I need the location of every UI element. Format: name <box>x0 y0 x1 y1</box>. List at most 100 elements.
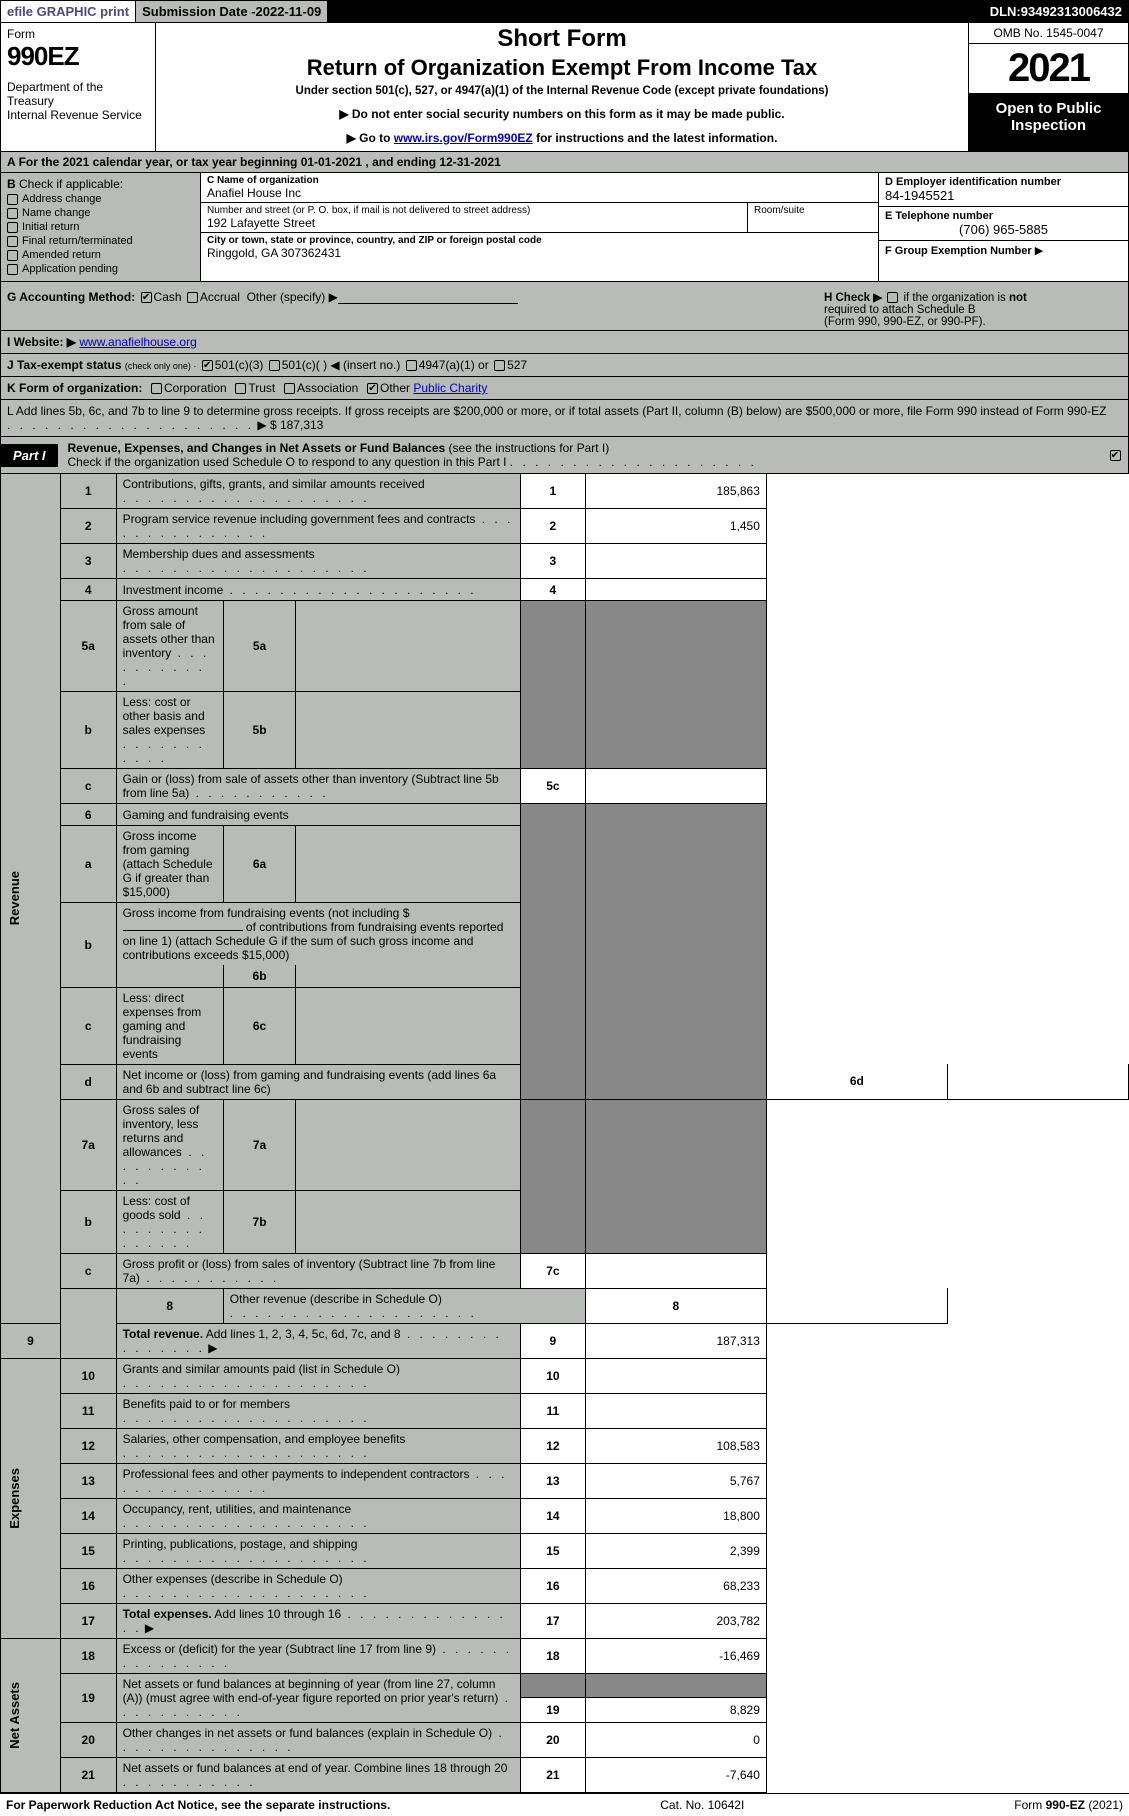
line-val: -16,469 <box>585 1638 766 1673</box>
row-a-text: For the 2021 calendar year, or tax year … <box>19 155 501 169</box>
section-b-letter: B <box>7 177 16 191</box>
cb-h[interactable] <box>887 292 898 303</box>
line-val: 187,313 <box>585 1323 766 1358</box>
room-cell: Room/suite <box>748 203 878 232</box>
line-num: b <box>60 1190 116 1253</box>
irs-link[interactable]: www.irs.gov/Form990EZ <box>394 131 533 145</box>
grey-cell <box>520 804 585 1100</box>
cb-address-change[interactable]: Address change <box>7 193 194 205</box>
j-label: J Tax-exempt status <box>7 358 122 372</box>
part-1-desc: Revenue, Expenses, and Changes in Net As… <box>58 437 1102 473</box>
line-desc: Gross sales of inventory, less returns a… <box>116 1099 223 1190</box>
cb-amended-return[interactable]: Amended return <box>7 249 194 261</box>
line-desc-text2: Add lines 1, 2, 3, 4, 5c, 6d, 7c, and 8 <box>203 1327 400 1341</box>
cb-label: Initial return <box>22 221 79 233</box>
page-footer: For Paperwork Reduction Act Notice, see … <box>0 1793 1129 1816</box>
side-netassets: Net Assets <box>1 1638 61 1792</box>
section-h-post: if the organization is <box>903 292 1008 304</box>
website-link[interactable]: www.anafielhouse.org <box>79 335 196 349</box>
footer-right-pre: Form <box>1014 1798 1045 1812</box>
dln: DLN: 93492313006432 <box>984 1 1128 22</box>
cb-final-return[interactable]: Final return/terminated <box>7 235 194 247</box>
form-header: Form 990EZ Department of the Treasury In… <box>0 23 1129 151</box>
line-desc: Membership dues and assessments <box>116 544 520 579</box>
line-num: 10 <box>60 1358 116 1393</box>
line-col: 7c <box>520 1253 585 1288</box>
dots <box>123 561 370 575</box>
section-h-line2: required to attach Schedule B <box>824 304 976 316</box>
table-row: 5a Gross amount from sale of assets othe… <box>1 601 1129 692</box>
cb-4947[interactable] <box>406 360 417 371</box>
line-val: -7,640 <box>585 1757 766 1792</box>
line-desc: Program service revenue including govern… <box>116 509 520 544</box>
line-desc: Investment income <box>116 579 520 601</box>
org-name: Anafiel House Inc <box>207 186 872 200</box>
line-val <box>585 1253 766 1288</box>
info-block: B Check if applicable: Address change Na… <box>0 173 1129 281</box>
section-c: C Name of organization Anafiel House Inc… <box>201 173 878 281</box>
line-desc: Printing, publications, postage, and shi… <box>116 1533 520 1568</box>
cb-application-pending[interactable]: Application pending <box>7 263 194 275</box>
side-expenses-label: Expenses <box>7 1468 22 1529</box>
line-desc: Less: cost or other basis and sales expe… <box>116 692 223 769</box>
line-col: 3 <box>520 544 585 579</box>
header-center: Short Form Return of Organization Exempt… <box>156 23 968 151</box>
cb-assoc[interactable] <box>284 383 295 394</box>
line-desc: Salaries, other compensation, and employ… <box>116 1428 520 1463</box>
phone-value: (706) 965-5885 <box>885 222 1122 237</box>
header-right: OMB No. 1545-0047 2021 Open to Public In… <box>968 23 1128 151</box>
street-cell: Number and street (or P. O. box, if mail… <box>201 203 748 232</box>
checkbox-icon <box>7 222 18 233</box>
cb-initial-return[interactable]: Initial return <box>7 221 194 233</box>
cash-label: Cash <box>154 290 182 304</box>
line-col: 6d <box>766 1064 947 1099</box>
section-i: I Website: ▶ www.anafielhouse.org <box>0 330 1129 353</box>
cb-trust[interactable] <box>235 383 246 394</box>
line-val <box>585 579 766 601</box>
sub-val <box>296 692 521 769</box>
table-row: c Gross profit or (loss) from sales of i… <box>1 1253 1129 1288</box>
line-desc-text: Benefits paid to or for members <box>123 1397 290 1411</box>
cb-527[interactable] <box>494 360 505 371</box>
line-val <box>947 1064 1128 1099</box>
part-1-checkbox[interactable] <box>1102 448 1128 462</box>
line-num: 16 <box>60 1568 116 1603</box>
cb-accrual[interactable] <box>187 292 198 303</box>
part-1-title: Revenue, Expenses, and Changes in Net As… <box>68 441 446 455</box>
footer-right: Form 990-EZ (2021) <box>1014 1798 1123 1812</box>
line-desc: Other changes in net assets or fund bala… <box>116 1722 520 1757</box>
cb-501c3[interactable] <box>202 360 213 371</box>
line-num: 4 <box>60 579 116 601</box>
line-num: c <box>60 769 116 804</box>
sub-num: 6a <box>223 826 296 903</box>
k-other-value[interactable]: Public Charity <box>413 381 487 395</box>
line-val <box>585 544 766 579</box>
line-col: 20 <box>520 1722 585 1757</box>
table-row: 6 Gaming and fundraising events <box>1 804 1129 826</box>
line-num: 9 <box>1 1323 61 1358</box>
line-desc-text: Net assets or fund balances at beginning… <box>123 1677 499 1705</box>
room-label: Room/suite <box>754 205 872 216</box>
org-name-cell: C Name of organization Anafiel House Inc <box>201 173 878 203</box>
cb-corp[interactable] <box>151 383 162 394</box>
line-num: 8 <box>116 1288 223 1323</box>
line-desc: Total revenue. Add lines 1, 2, 3, 4, 5c,… <box>116 1323 520 1358</box>
dots <box>230 1306 477 1320</box>
sub-num: 6b <box>223 965 296 987</box>
line-num: 3 <box>60 544 116 579</box>
line-num: 12 <box>60 1428 116 1463</box>
cb-label: Name change <box>22 207 91 219</box>
line-num: 11 <box>60 1393 116 1428</box>
cb-501c[interactable] <box>269 360 280 371</box>
line-desc: Excess or (deficit) for the year (Subtra… <box>116 1638 520 1673</box>
note-link: ▶ Go to www.irs.gov/Form990EZ for instru… <box>166 131 958 145</box>
line-val <box>585 1393 766 1428</box>
table-row: 19 Net assets or fund balances at beginn… <box>1 1673 1129 1698</box>
tax-year: 2021 <box>969 44 1128 94</box>
line-desc: Grants and similar amounts paid (list in… <box>116 1358 520 1393</box>
cb-name-change[interactable]: Name change <box>7 207 194 219</box>
cb-other[interactable] <box>367 383 378 394</box>
line-val: 5,767 <box>585 1463 766 1498</box>
dots <box>123 1446 370 1460</box>
cb-cash[interactable] <box>141 292 152 303</box>
